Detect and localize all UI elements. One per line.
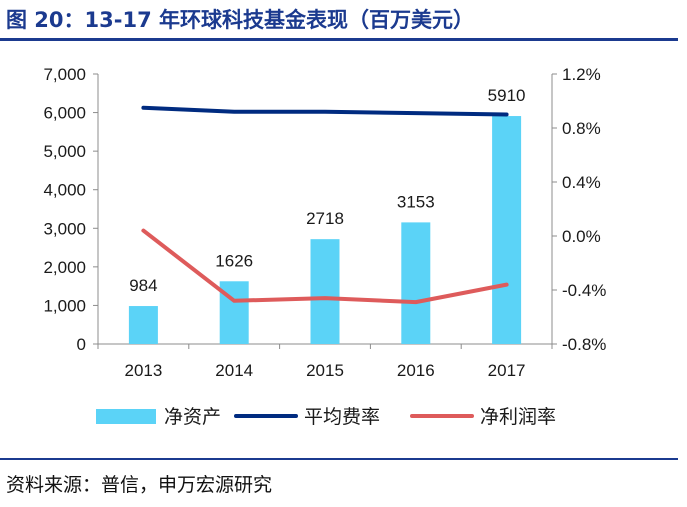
bar-net-assets: [492, 116, 522, 345]
bar-data-label: 5910: [488, 86, 526, 105]
bar-net-assets: [310, 239, 340, 344]
chart-title: 图 20：13-17 年环球科技基金表现（百万美元）: [6, 8, 475, 32]
y-tick-label: 1,000: [43, 296, 86, 315]
legend-swatch: [96, 409, 156, 424]
y-tick-label: 0: [77, 335, 86, 354]
y-tick-label: 2,000: [43, 258, 86, 277]
x-tick-label: 2016: [397, 361, 435, 380]
y-tick-label: 4,000: [43, 181, 86, 200]
bar-data-label: 984: [129, 276, 157, 295]
legend-label: 净资产: [164, 406, 221, 428]
y2-tick-label: 0.4%: [562, 173, 601, 192]
legend-avg-fee: 平均费率: [234, 406, 380, 428]
y2-tick-label: 0.8%: [562, 119, 601, 138]
bar-data-label: 2718: [306, 209, 344, 228]
line-net-margin: [141, 228, 509, 305]
legend-label: 净利润率: [480, 406, 556, 428]
legend-net-margin: 净利润率: [410, 406, 556, 428]
legend: 净资产 平均费率 净利润率: [96, 406, 556, 428]
bar-data-label: 3153: [397, 192, 435, 211]
y-tick-label: 6,000: [43, 104, 86, 123]
y2-tick-label: -0.8%: [562, 335, 606, 354]
line-avg-fee: [141, 105, 509, 117]
source-divider: [0, 458, 678, 460]
source-note: 资料来源：普信，申万宏源研究: [6, 474, 273, 496]
bar-data-label: 1626: [215, 251, 253, 270]
y-tick-label: 7,000: [43, 65, 86, 84]
x-tick-label: 2017: [488, 361, 526, 380]
x-tick-label: 2014: [215, 361, 253, 380]
title-divider: [0, 38, 678, 41]
bar-net-assets: [128, 306, 158, 344]
legend-label: 平均费率: [304, 406, 380, 428]
y2-tick-label: 0.0%: [562, 227, 601, 246]
y-tick-label: 5,000: [43, 142, 86, 161]
y2-tick-label: -0.4%: [562, 281, 606, 300]
x-tick-label: 2013: [124, 361, 162, 380]
x-tick-label: 2015: [306, 361, 344, 380]
bar-net-assets: [401, 222, 431, 344]
y2-tick-label: 1.2%: [562, 65, 601, 84]
chart-canvas: 0 1,000 2,000 3,000 4,000 5,000 6,000 7,000 -0.8…: [43, 65, 606, 428]
y-tick-label: 3,000: [43, 219, 86, 238]
legend-net-assets: 净资产: [96, 406, 221, 428]
